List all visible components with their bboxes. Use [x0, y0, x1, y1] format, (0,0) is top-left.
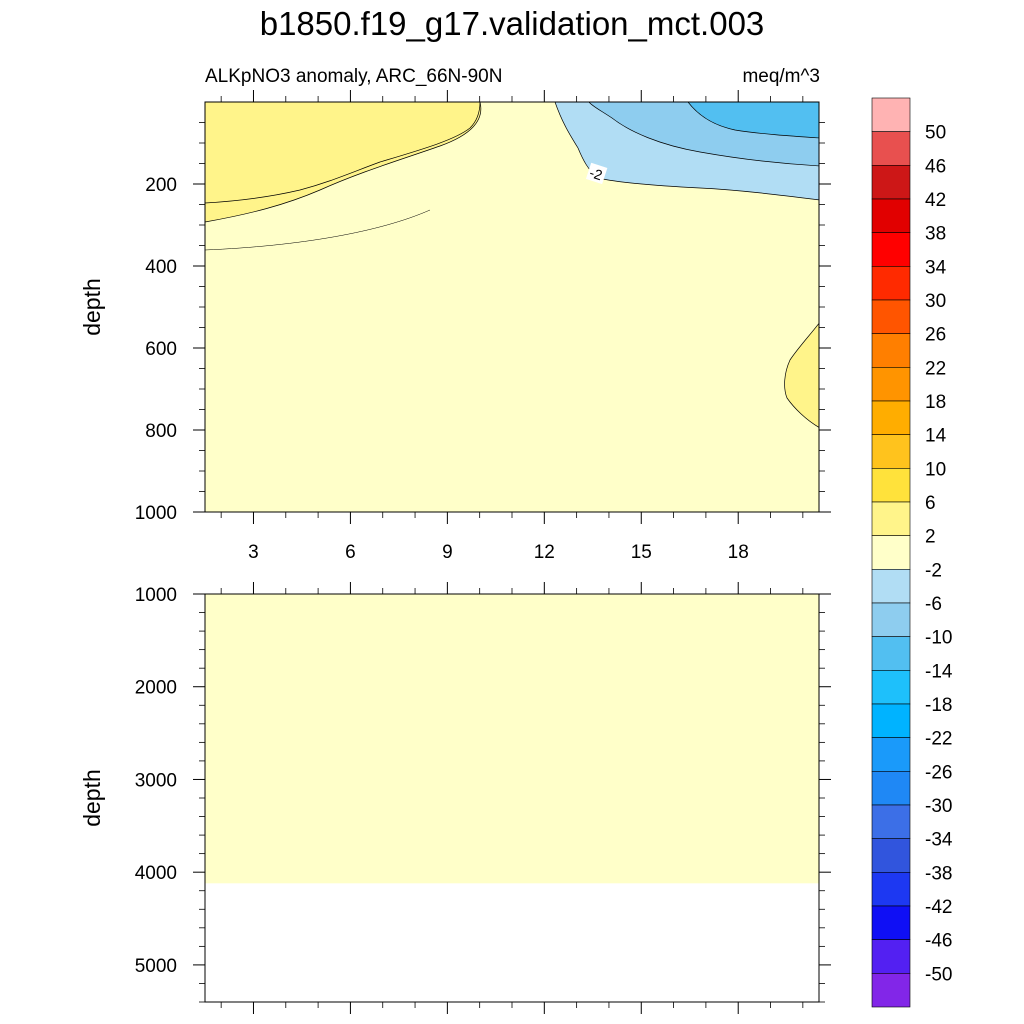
- colorbar-label: 34: [925, 257, 947, 278]
- colorbar-swatch: [871, 737, 911, 772]
- colorbar-swatch: [871, 367, 911, 402]
- colorbar-swatch: [871, 804, 911, 839]
- colorbar-label: 42: [925, 190, 946, 211]
- colorbar-label: -50: [925, 964, 952, 985]
- upper-panel: -2 200 400 600 800 1000 3 6 9 12 15 18 depth: [79, 90, 831, 563]
- y-tick-label: 2000: [135, 678, 177, 699]
- colorbar-label: -2: [925, 560, 942, 581]
- colorbar-swatch: [871, 468, 911, 503]
- colorbar-swatch: [871, 400, 911, 435]
- colorbar-swatch: [871, 501, 911, 536]
- y-tick-label: 800: [145, 421, 177, 442]
- colorbar-label: 46: [925, 156, 946, 177]
- x-tick-label: 18: [728, 542, 749, 563]
- colorbar-swatch: [871, 198, 911, 233]
- colorbar-label: -42: [925, 897, 952, 918]
- colorbar-swatch: [871, 771, 911, 806]
- lower-y-axis-label: depth: [79, 769, 105, 827]
- x-tick-label: 6: [345, 542, 356, 563]
- colorbar-swatch: [871, 333, 911, 368]
- colorbar-label: 14: [925, 426, 947, 447]
- y-tick-label: 200: [145, 175, 177, 196]
- colorbar-swatch: [871, 165, 911, 200]
- colorbar-label: 26: [925, 325, 946, 346]
- colorbar-label: -30: [925, 796, 952, 817]
- colorbar: 50 46 42 38 34 30 26 22 18 14 10 6 2 -2 -6 -10 -14 -18 -22…: [871, 97, 953, 1008]
- colorbar-label: 30: [925, 291, 946, 312]
- contour-label-text: -2: [588, 164, 605, 183]
- colorbar-swatch: [871, 872, 911, 907]
- y-tick-label: 600: [145, 339, 177, 360]
- colorbar-label: -6: [925, 594, 942, 615]
- colorbar-swatch: [871, 569, 911, 604]
- contour-region: [687, 102, 819, 139]
- y-tick-label: 3000: [135, 770, 177, 791]
- colorbar-label: 2: [925, 527, 936, 548]
- colorbar-label: 50: [925, 123, 946, 144]
- colorbar-label: -10: [925, 628, 952, 649]
- colorbar-swatch: [871, 838, 911, 873]
- colorbar-label: 38: [925, 224, 946, 245]
- colorbar-swatch: [871, 973, 911, 1008]
- x-tick-label: 3: [248, 542, 259, 563]
- contour-line: [205, 209, 431, 251]
- contour-label: -2: [585, 162, 608, 185]
- colorbar-label: 18: [925, 392, 946, 413]
- colorbar-swatch: [871, 703, 911, 738]
- y-tick-label: 400: [145, 257, 177, 278]
- colorbar-label: -14: [925, 661, 953, 682]
- colorbar-swatch: [871, 939, 911, 974]
- colorbar-swatch: [871, 232, 911, 267]
- colorbar-swatch: [871, 602, 911, 637]
- colorbar-label: -18: [925, 695, 952, 716]
- upper-y-axis-label: depth: [79, 278, 105, 336]
- colorbar-label: -38: [925, 863, 952, 884]
- x-tick-label: 15: [631, 542, 652, 563]
- y-tick-label: 4000: [135, 863, 177, 884]
- subtitle-variable: ALKpNO3 anomaly, ARC_66N-90N: [205, 66, 502, 87]
- x-tick-label: 9: [442, 542, 453, 563]
- lower-background-band: [205, 594, 819, 884]
- colorbar-swatch: [871, 299, 911, 334]
- contour-region: [205, 102, 482, 223]
- colorbar-swatch: [871, 434, 911, 469]
- x-tick-label: 12: [534, 542, 555, 563]
- subtitle-units: meq/m^3: [742, 66, 820, 87]
- colorbar-label: 6: [925, 493, 936, 514]
- colorbar-swatch: [871, 905, 911, 940]
- colorbar-label: -46: [925, 931, 952, 952]
- colorbar-label: 10: [925, 459, 946, 480]
- colorbar-swatch: [871, 131, 911, 166]
- figure-title: b1850.f19_g17.validation_mct.003: [260, 5, 765, 42]
- colorbar-label: 22: [925, 358, 946, 379]
- colorbar-label: -26: [925, 762, 952, 783]
- contour-region: [784, 322, 819, 428]
- colorbar-label: -22: [925, 729, 952, 750]
- colorbar-swatch: [871, 636, 911, 671]
- colorbar-swatch: [871, 266, 911, 301]
- colorbar-swatch: [871, 97, 911, 132]
- y-tick-label: 1000: [135, 503, 177, 524]
- contour-line: [205, 102, 481, 204]
- colorbar-swatch: [871, 535, 911, 570]
- lower-panel: 1000 2000 3000 4000 5000 depth: [79, 582, 831, 1014]
- colorbar-label: -34: [925, 830, 953, 851]
- y-tick-label: 5000: [135, 956, 177, 977]
- colorbar-swatch: [871, 670, 911, 705]
- y-tick-label: 1000: [135, 585, 177, 606]
